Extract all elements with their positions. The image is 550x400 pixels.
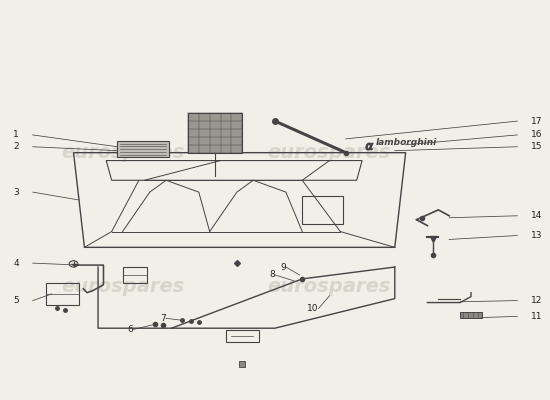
Text: 7: 7 (161, 314, 166, 323)
Text: eurospares: eurospares (268, 277, 391, 296)
Text: 10: 10 (307, 304, 318, 313)
Text: 16: 16 (531, 130, 542, 140)
Text: eurospares: eurospares (268, 143, 391, 162)
Bar (302, 196, 343, 224)
Text: eurospares: eurospares (61, 277, 184, 296)
Text: 3: 3 (13, 188, 19, 197)
Text: 11: 11 (531, 312, 542, 321)
Text: 14: 14 (531, 211, 542, 220)
Bar (123, 267, 147, 283)
Bar (46, 283, 79, 304)
Text: 1: 1 (13, 130, 19, 140)
Text: lamborghini: lamborghini (376, 138, 437, 147)
Text: 17: 17 (531, 117, 542, 126)
Text: 6: 6 (128, 325, 134, 334)
Text: 12: 12 (531, 296, 542, 305)
Text: eurospares: eurospares (61, 143, 184, 162)
Text: 2: 2 (14, 142, 19, 151)
Text: 8: 8 (270, 270, 275, 280)
Text: 5: 5 (13, 296, 19, 305)
Bar (460, 312, 482, 318)
Text: 15: 15 (531, 142, 542, 151)
Text: 9: 9 (280, 262, 286, 272)
Bar (188, 113, 243, 153)
Bar (117, 141, 169, 157)
Text: 13: 13 (531, 231, 542, 240)
Text: 4: 4 (14, 259, 19, 268)
